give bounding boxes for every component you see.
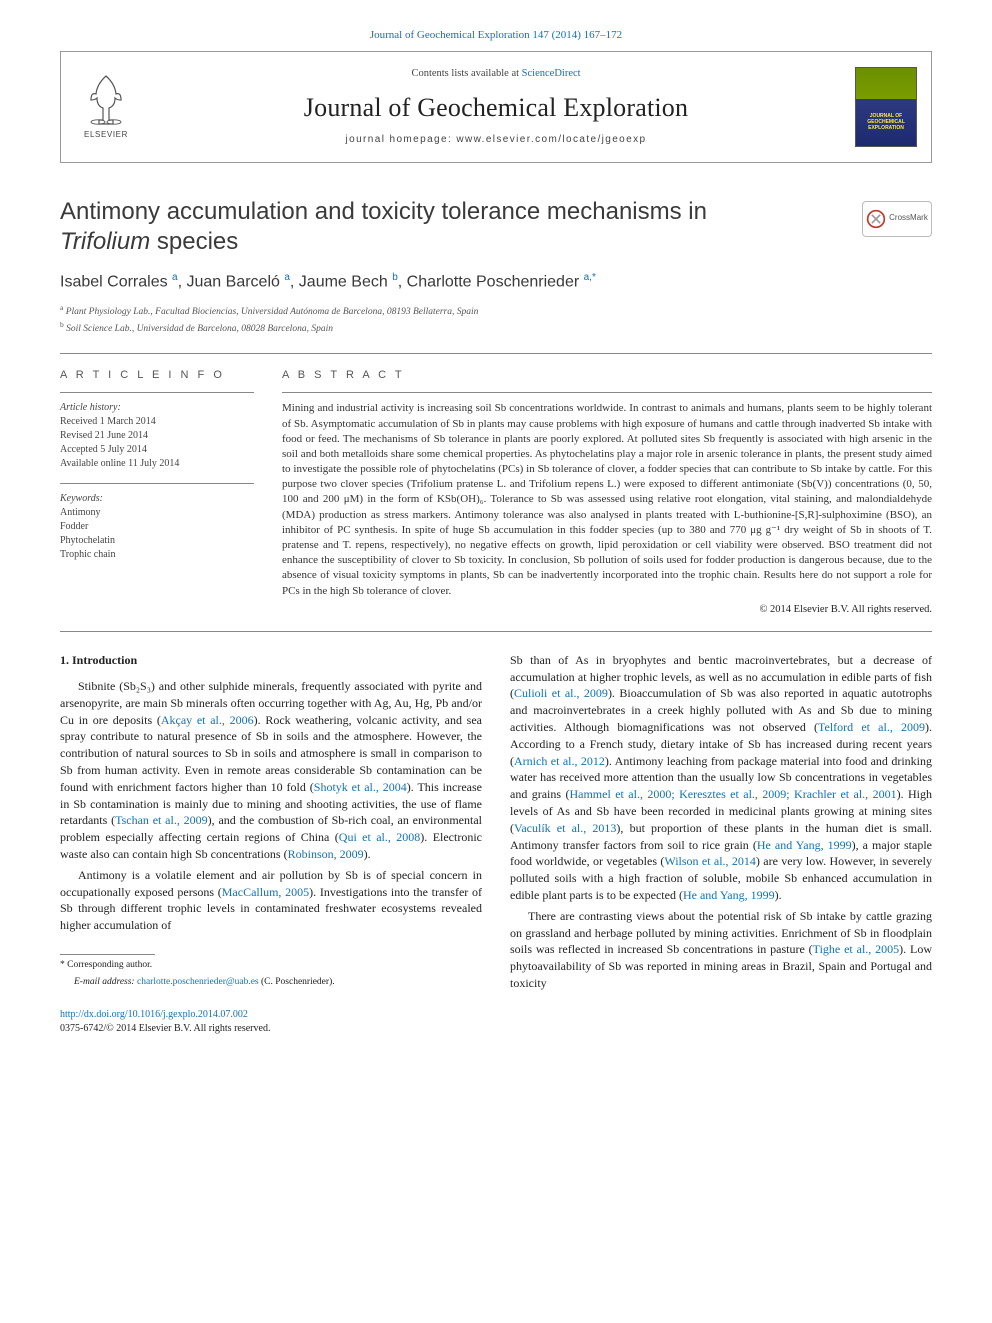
rp1-link2[interactable]: Telford et al., 2009	[818, 720, 925, 734]
rp1-link7[interactable]: Wilson et al., 2014	[664, 854, 756, 868]
title-end: species	[150, 228, 238, 255]
authors: Isabel Corrales a, Juan Barceló a, Jaume…	[60, 271, 932, 293]
affiliations: a Plant Physiology Lab., Facultad Biocie…	[60, 303, 932, 337]
keyword-2: Fodder	[60, 520, 254, 534]
right-para-1: Sb than of As in bryophytes and bentic m…	[510, 652, 932, 904]
article-info-label: A R T I C L E I N F O	[60, 368, 254, 383]
doi-link[interactable]: http://dx.doi.org/10.1016/j.gexplo.2014.…	[60, 1009, 248, 1020]
history-online: Available online 11 July 2014	[60, 457, 254, 471]
history-label: Article history:	[60, 401, 254, 415]
page-footer: http://dx.doi.org/10.1016/j.gexplo.2014.…	[60, 1008, 482, 1036]
article-history-block: Article history: Received 1 March 2014 R…	[60, 392, 254, 471]
meta-abstract-row: A R T I C L E I N F O Article history: R…	[60, 368, 932, 617]
email-after: (C. Poschenrieder).	[259, 977, 335, 987]
journal-name: Journal of Geochemical Exploration	[137, 90, 855, 125]
cover-line-3: EXPLORATION	[868, 125, 904, 131]
intro-heading: 1. Introduction	[60, 652, 482, 668]
corresponding-footnote: * Corresponding author.	[60, 959, 482, 972]
elsevier-logo: ELSEVIER	[75, 68, 137, 146]
crossmark-badge[interactable]: CrossMark	[862, 201, 932, 237]
article-info-col: A R T I C L E I N F O Article history: R…	[60, 368, 254, 617]
rp1-link4[interactable]: Hammel et al., 2000; Keresztes et al., 2…	[569, 787, 896, 801]
lp1-link4[interactable]: Qui et al., 2008	[339, 830, 421, 844]
affiliation-a: a Plant Physiology Lab., Facultad Biocie…	[60, 303, 932, 320]
body-columns: 1. Introduction Stibnite (Sb₂S₃) and oth…	[60, 652, 932, 1036]
issn-line: 0375-6742/© 2014 Elsevier B.V. All right…	[60, 1023, 270, 1034]
keyword-1: Antimony	[60, 506, 254, 520]
right-column: Sb than of As in bryophytes and bentic m…	[510, 652, 932, 1036]
author-1: Isabel Corrales	[60, 273, 172, 290]
lp1-link5[interactable]: Robinson, 2009	[288, 847, 364, 861]
abstract-col: A B S T R A C T Mining and industrial ac…	[282, 368, 932, 617]
author-3: , Jaume Bech	[290, 273, 392, 290]
page: Journal of Geochemical Exploration 147 (…	[0, 0, 992, 1076]
rp1-link6[interactable]: He and Yang, 1999	[757, 838, 852, 852]
divider-bottom	[60, 631, 932, 632]
history-received: Received 1 March 2014	[60, 415, 254, 429]
header-center: Contents lists available at ScienceDirec…	[137, 67, 855, 146]
crossmark-icon	[866, 209, 886, 229]
contents-line: Contents lists available at ScienceDirec…	[137, 67, 855, 81]
divider-top	[60, 353, 932, 354]
history-accepted: Accepted 5 July 2014	[60, 443, 254, 457]
email-link[interactable]: charlotte.poschenrieder@uab.es	[137, 977, 259, 987]
journal-header: ELSEVIER Contents lists available at Sci…	[60, 51, 932, 163]
contents-text: Contents lists available at	[411, 68, 521, 79]
keyword-4: Trophic chain	[60, 548, 254, 562]
abstract-label: A B S T R A C T	[282, 368, 932, 383]
lp2-link1[interactable]: MacCallum, 2005	[222, 885, 309, 899]
rp1-link5[interactable]: Vaculík et al., 2013	[514, 821, 616, 835]
lp1-link1[interactable]: Akçay et al., 2006	[161, 713, 254, 727]
elsevier-tree-icon	[81, 72, 131, 128]
left-para-2: Antimony is a volatile element and air p…	[60, 867, 482, 934]
keywords-label: Keywords:	[60, 492, 254, 506]
top-citation-link[interactable]: Journal of Geochemical Exploration 147 (…	[60, 28, 932, 43]
left-para-1: Stibnite (Sb₂S₃) and other sulphide mine…	[60, 678, 482, 863]
email-footnote: E-mail address: charlotte.poschenrieder@…	[60, 976, 482, 989]
lp1-link2[interactable]: Shotyk et al., 2004	[314, 780, 407, 794]
corresponding-star[interactable]: *	[592, 272, 596, 283]
title-line1: Antimony accumulation and toxicity toler…	[60, 198, 707, 225]
author-2: , Juan Barceló	[178, 273, 285, 290]
aff-a-text: Plant Physiology Lab., Facultad Biocienc…	[63, 307, 478, 317]
lp1-link3[interactable]: Tschan et al., 2009	[115, 813, 208, 827]
rp1-link1[interactable]: Culioli et al., 2009	[514, 686, 608, 700]
rp1-link3[interactable]: Arnich et al., 2012	[514, 754, 605, 768]
keywords-block: Keywords: Antimony Fodder Phytochelatin …	[60, 483, 254, 562]
rp1-link8[interactable]: He and Yang, 1999	[683, 888, 775, 902]
rp1-t9: ).	[775, 888, 782, 902]
affiliation-b: b Soil Science Lab., Universidad de Barc…	[60, 320, 932, 337]
email-label: E-mail address:	[74, 977, 137, 987]
homepage-line[interactable]: journal homepage: www.elsevier.com/locat…	[137, 133, 855, 147]
keyword-3: Phytochelatin	[60, 534, 254, 548]
aff-b-text: Soil Science Lab., Universidad de Barcel…	[64, 324, 333, 334]
rp2-link1[interactable]: Tighe et al., 2005	[813, 942, 899, 956]
abstract-top-rule	[282, 392, 932, 393]
history-revised: Revised 21 June 2014	[60, 429, 254, 443]
author-4: , Charlotte Poschenrieder	[398, 273, 584, 290]
footnote-rule	[60, 954, 155, 955]
author-4-sup[interactable]: a,	[584, 272, 592, 283]
title-block: CrossMark Antimony accumulation and toxi…	[60, 197, 932, 337]
right-para-2: There are contrasting views about the po…	[510, 908, 932, 992]
abstract-text: Mining and industrial activity is increa…	[282, 401, 932, 598]
left-column: 1. Introduction Stibnite (Sb₂S₃) and oth…	[60, 652, 482, 1036]
lp1-t6: ).	[364, 847, 371, 861]
journal-cover-thumb: JOURNAL OF GEOCHEMICAL EXPLORATION	[855, 67, 917, 147]
crossmark-label: CrossMark	[889, 213, 928, 224]
sciencedirect-link[interactable]: ScienceDirect	[522, 68, 581, 79]
article-title: Antimony accumulation and toxicity toler…	[60, 197, 932, 257]
elsevier-label: ELSEVIER	[84, 130, 128, 141]
title-italic: Trifolium	[60, 228, 150, 255]
abstract-copyright: © 2014 Elsevier B.V. All rights reserved…	[282, 603, 932, 617]
